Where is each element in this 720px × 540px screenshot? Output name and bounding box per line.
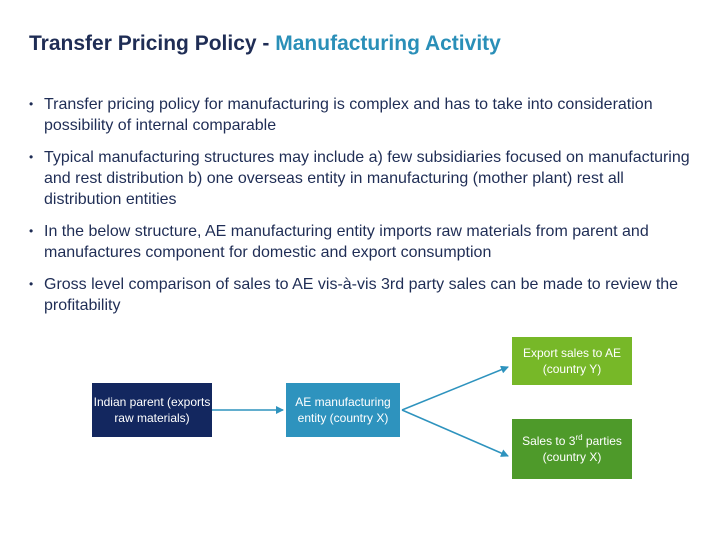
bullet-item: • Transfer pricing policy for manufacturi… (27, 94, 697, 136)
slide-title: Transfer Pricing Policy - Manufacturing … (29, 32, 501, 56)
arrow-ae-to-sales (401, 409, 509, 457)
export-sales-box: Export sales to AE (country Y) (512, 337, 632, 385)
arrow-ae-to-export (401, 365, 509, 411)
bullet-list: • Transfer pricing policy for manufacturi… (27, 94, 697, 327)
bullet-text: Gross level comparison of sales to AE vi… (44, 276, 679, 314)
ae-manufacturing-label: AE manufacturing entity (country X) (295, 395, 391, 425)
title-accent: Manufacturing Activity (275, 32, 501, 55)
bullet-text: Transfer pricing policy for manufacturin… (44, 96, 653, 134)
export-sales-label: Export sales to AE (country Y) (522, 346, 622, 376)
sales-label-suffix: parties (country X) (542, 434, 622, 464)
bullet-icon: • (29, 150, 34, 164)
indian-parent-box: Indian parent (exports raw materials) (92, 383, 212, 437)
third-party-sales-label: Sales to 3rd parties (country X) (512, 433, 632, 465)
bullet-item: • In the below structure, AE manufacturin… (27, 221, 697, 263)
third-party-sales-box: Sales to 3rd parties (country X) (512, 419, 632, 479)
bullet-text: In the below structure, AE manufacturing… (44, 223, 649, 261)
indian-parent-label: Indian parent (exports raw materials) (93, 395, 211, 425)
bullet-icon: • (29, 97, 34, 111)
bullet-icon: • (29, 277, 34, 291)
ae-manufacturing-box: AE manufacturing entity (country X) (286, 383, 400, 437)
bullet-icon: • (29, 224, 34, 238)
title-main: Transfer Pricing Policy - (29, 32, 276, 55)
bullet-text: Typical manufacturing structures may inc… (44, 149, 690, 208)
sales-label-prefix: Sales to 3 (522, 434, 576, 448)
sales-label-superscript: rd (575, 433, 583, 442)
bullet-item: • Gross level comparison of sales to AE v… (27, 274, 697, 316)
bullet-item: • Typical manufacturing structures may in… (27, 147, 697, 210)
